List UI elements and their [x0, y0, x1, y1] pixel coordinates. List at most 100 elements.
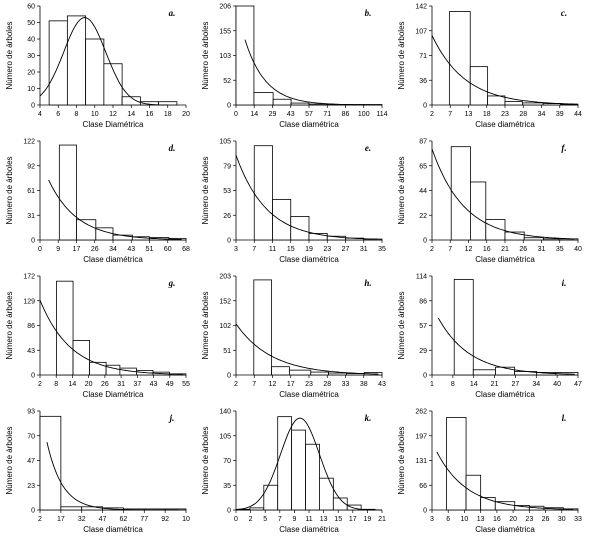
fitted-curve — [39, 17, 168, 106]
y-tick-label: 31 — [27, 213, 35, 220]
x-tick-label: 15 — [287, 246, 295, 253]
y-tick-label: 203 — [219, 274, 231, 281]
x-tick-label: 2 — [38, 516, 42, 523]
x-tick-label: 13 — [320, 516, 328, 523]
panel-letter: d. — [169, 143, 176, 153]
bar-5 — [310, 371, 329, 376]
bar-2 — [453, 279, 474, 376]
x-tick-label: 43 — [378, 381, 386, 388]
panel-g: 2 8 14 20 26 31 37 43 49 55 0 43 86 129 172 Clase Diamé… — [5, 274, 190, 400]
x-tick-label: 5 — [263, 516, 267, 523]
y-tick-label: 197 — [415, 433, 427, 440]
x-tick-label: 2 — [38, 381, 42, 388]
x-tick-label: 29 — [269, 111, 277, 118]
y-tick-label: 30 — [27, 53, 35, 60]
panel-d: 0 9 17 26 34 43 51 60 68 0 31 61 92 122 Clase diamétri… — [5, 139, 190, 265]
bar-2 — [446, 417, 467, 511]
y-axis-title: Número de árboles — [201, 426, 210, 494]
panel-b: 0 14 29 43 57 71 86 100 114 0 52 103 155 206 Clase dia… — [201, 4, 388, 130]
x-tick-label: 34 — [538, 111, 546, 118]
x-tick-label: 49 — [166, 381, 174, 388]
x-tick-label: 9 — [56, 246, 60, 253]
panel-i: 1 8 14 21 27 34 40 47 0 29 57 86 114 Clase diamétrica… — [397, 274, 582, 400]
x-tick-label: 31 — [538, 246, 546, 253]
y-tick-label: 0 — [227, 508, 231, 515]
x-tick-label: 4 — [38, 111, 42, 118]
x-tick-label: 27 — [512, 381, 520, 388]
y-tick-label: 87 — [419, 139, 427, 146]
x-tick-label: 13 — [477, 516, 485, 523]
x-tick-label: 16 — [146, 111, 154, 118]
x-tick-label: 26 — [542, 516, 550, 523]
bar-1 — [48, 20, 68, 106]
bar-5 — [494, 501, 516, 511]
bar-4 — [495, 366, 515, 376]
x-tick-label: 0 — [234, 516, 238, 523]
y-tick-label: 52 — [223, 78, 231, 85]
x-tick-label: 55 — [182, 381, 190, 388]
x-tick-label: 31 — [117, 381, 125, 388]
y-tick-label: 262 — [415, 409, 427, 416]
x-tick-label: 18 — [483, 111, 491, 118]
panel-h: 2 7 12 17 23 28 33 38 43 0 51 102 152 203 Clase diamét… — [201, 274, 386, 400]
bar-5 — [308, 103, 328, 106]
y-axis-title: Número de árboles — [397, 291, 406, 359]
bar-4 — [485, 219, 506, 241]
y-tick-label: 0 — [31, 238, 35, 245]
bar-3 — [72, 340, 90, 376]
y-axis-title: Número de árboles — [5, 21, 14, 89]
x-tick-label: 68 — [182, 246, 190, 253]
x-tick-label: 28 — [323, 381, 331, 388]
x-tick-label: 37 — [133, 381, 141, 388]
x-tick-label: 0 — [38, 246, 42, 253]
x-tick-label: 7 — [252, 381, 256, 388]
bar-3 — [85, 38, 105, 106]
y-tick-label: 20 — [27, 70, 35, 77]
x-tick-label: 7 — [252, 246, 256, 253]
x-tick-label: 14 — [127, 111, 135, 118]
bar-2 — [253, 92, 274, 106]
x-tick-label: 47 — [574, 381, 582, 388]
x-tick-label: 35 — [556, 246, 564, 253]
bar-1 — [39, 415, 62, 511]
panel-letter: b. — [365, 8, 372, 18]
x-tick-label: 2 — [430, 246, 434, 253]
x-tick-label: 20 — [509, 516, 517, 523]
bar-2 — [60, 506, 83, 511]
y-tick-label: 79 — [223, 163, 231, 170]
panel-letter: j. — [168, 413, 175, 423]
y-tick-label: 26 — [223, 213, 231, 220]
bar-6 — [521, 102, 544, 106]
bar-2 — [450, 146, 471, 241]
y-axis-title: Número de árboles — [5, 156, 14, 224]
y-tick-label: 47 — [27, 458, 35, 465]
y-tick-label: 142 — [415, 4, 427, 11]
x-tick-label: 17 — [287, 381, 295, 388]
y-tick-label: 66 — [419, 483, 427, 490]
x-axis-title: Clase diamétrica — [279, 525, 339, 534]
fitted-curve — [39, 300, 184, 375]
x-axis-title: Clase diamétrica — [279, 390, 339, 399]
panel-l: 3 6 10 13 16 20 23 26 30 33 0 66 131 197 262 Clase diam… — [397, 409, 582, 535]
y-tick-label: 0 — [423, 373, 427, 380]
y-tick-label: 122 — [23, 139, 35, 146]
y-tick-label: 102 — [219, 323, 231, 330]
y-axis-title: Número de árboles — [201, 291, 210, 359]
y-tick-label: 10 — [27, 86, 35, 93]
y-tick-label: 103 — [219, 53, 231, 60]
x-tick-label: 19 — [305, 246, 313, 253]
fitted-curve — [235, 154, 378, 240]
bar-5 — [291, 429, 306, 511]
panel-letter: h. — [364, 278, 371, 288]
fitted-curve — [235, 417, 382, 511]
x-tick-label: 32 — [78, 516, 86, 523]
y-tick-label: 131 — [415, 458, 427, 465]
y-axis-title: Número de árboles — [201, 21, 210, 89]
x-tick-label: 77 — [140, 516, 148, 523]
bar-2 — [253, 279, 273, 376]
panel-c: 2 7 13 18 23 28 34 39 44 0 36 71 107 142 Clase diamétr… — [397, 4, 582, 130]
panel-letter: f. — [561, 143, 566, 153]
x-tick-label: 1 — [430, 381, 434, 388]
y-axis-title: Número de árboles — [201, 156, 210, 224]
y-tick-label: 61 — [27, 188, 35, 195]
